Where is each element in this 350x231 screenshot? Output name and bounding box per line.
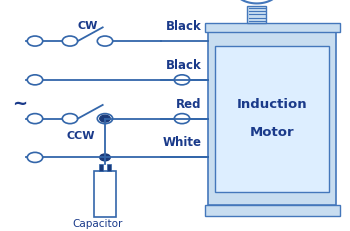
- Circle shape: [100, 115, 110, 122]
- Circle shape: [27, 75, 43, 85]
- Text: Motor: Motor: [250, 126, 294, 139]
- Text: White: White: [162, 137, 201, 149]
- Circle shape: [27, 114, 43, 124]
- Text: Black: Black: [166, 59, 201, 72]
- Circle shape: [97, 114, 113, 124]
- Bar: [107, 164, 111, 171]
- Bar: [208, 32, 336, 205]
- Circle shape: [97, 36, 113, 46]
- Circle shape: [174, 75, 190, 85]
- Circle shape: [62, 36, 78, 46]
- Text: ~: ~: [12, 95, 27, 113]
- Circle shape: [174, 114, 190, 124]
- Text: Induction: Induction: [237, 98, 307, 111]
- Bar: [205, 205, 340, 216]
- Bar: [94, 171, 117, 217]
- Bar: [215, 46, 329, 192]
- Bar: [205, 23, 340, 32]
- Text: Capacitor: Capacitor: [73, 219, 123, 229]
- Circle shape: [100, 154, 110, 161]
- Text: CCW: CCW: [66, 131, 95, 141]
- Text: Red: Red: [176, 98, 201, 111]
- Circle shape: [27, 36, 43, 46]
- Circle shape: [27, 152, 43, 162]
- Text: CW: CW: [77, 21, 98, 31]
- Bar: [99, 164, 103, 171]
- Text: Black: Black: [166, 20, 201, 33]
- Bar: [247, 6, 266, 23]
- Circle shape: [62, 114, 78, 124]
